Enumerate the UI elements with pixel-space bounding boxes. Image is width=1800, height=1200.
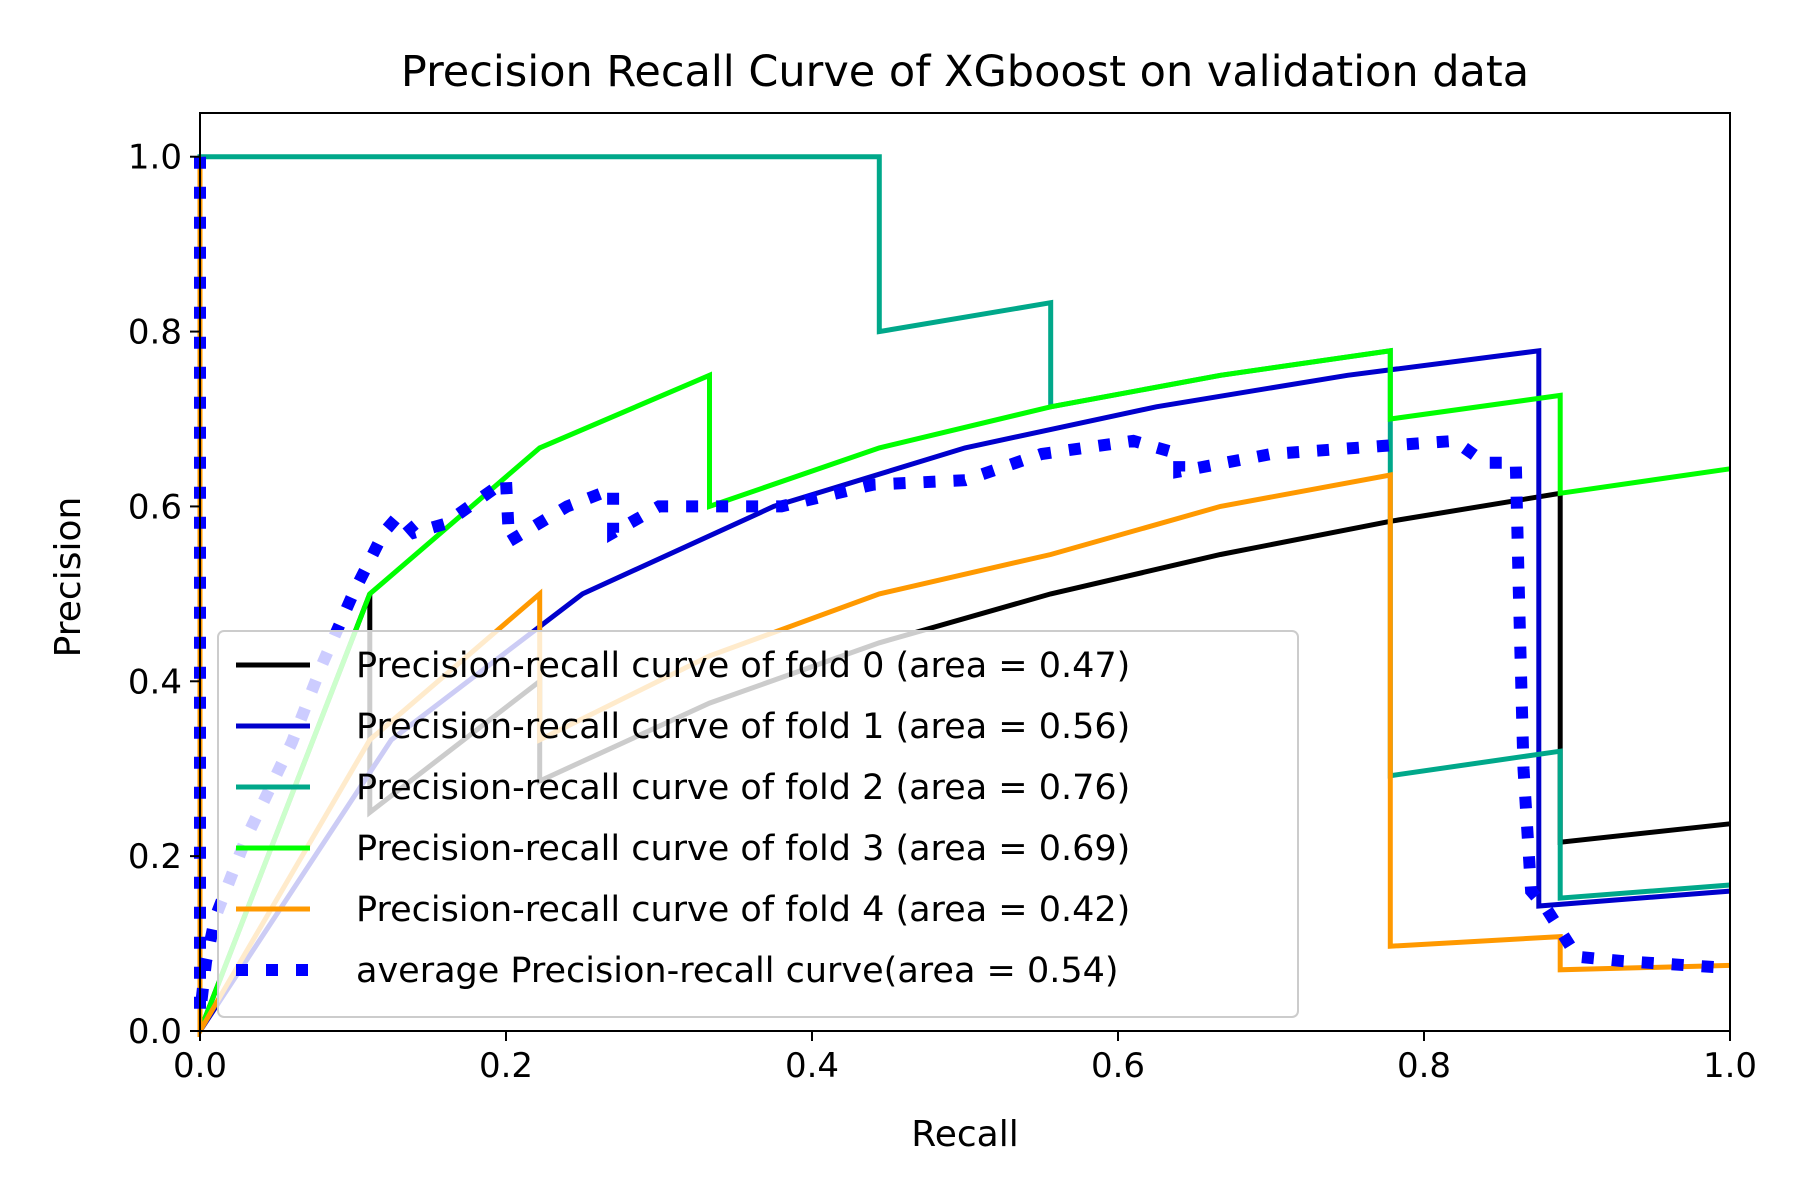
legend-label-4: Precision-recall curve of fold 4 (area =… xyxy=(356,890,1130,930)
x-axis-ticks: 0.0 0.2 0.4 0.6 0.8 1.0 xyxy=(173,1031,1757,1086)
series-line-3 xyxy=(197,156,1731,1032)
axis-frame xyxy=(199,112,1731,1032)
legend-label-0: Precision-recall curve of fold 0 (area =… xyxy=(356,646,1130,686)
y-axis-ticks: 0.0 0.2 0.4 0.6 0.8 1.0 xyxy=(128,138,200,1052)
y-tick-label: 0.0 xyxy=(128,1012,182,1052)
y-tick-label: 0.8 xyxy=(128,313,182,353)
legend: Precision-recall curve of fold 0 (area =… xyxy=(217,630,1299,1018)
legend-label-2: Precision-recall curve of fold 2 (area =… xyxy=(356,768,1130,808)
x-axis-label: Recall xyxy=(911,1114,1018,1155)
x-tick-label: 0.4 xyxy=(785,1046,839,1086)
x-tick-label: 0.0 xyxy=(173,1046,227,1086)
y-tick-label: 0.2 xyxy=(128,837,182,877)
legend-box xyxy=(217,630,1299,1018)
series-line-5 xyxy=(194,156,1731,1015)
x-tick-label: 0.2 xyxy=(479,1046,533,1086)
x-tick-label: 0.6 xyxy=(1091,1046,1145,1086)
y-tick-label: 1.0 xyxy=(128,138,182,178)
y-tick-label: 0.4 xyxy=(128,662,182,702)
y-axis-label: Precision xyxy=(48,497,89,658)
legend-label-3: Precision-recall curve of fold 3 (area =… xyxy=(356,829,1130,869)
y-tick-label: 0.6 xyxy=(128,487,182,527)
legend-label-5: average Precision-recall curve(area = 0.… xyxy=(356,951,1119,991)
chart-title: Precision Recall Curve of XGboost on val… xyxy=(401,47,1529,97)
plot-border xyxy=(199,112,1731,1032)
x-tick-label: 1.0 xyxy=(1703,1046,1757,1086)
x-tick-label: 0.8 xyxy=(1397,1046,1451,1086)
legend-label-1: Precision-recall curve of fold 1 (area =… xyxy=(356,707,1130,747)
